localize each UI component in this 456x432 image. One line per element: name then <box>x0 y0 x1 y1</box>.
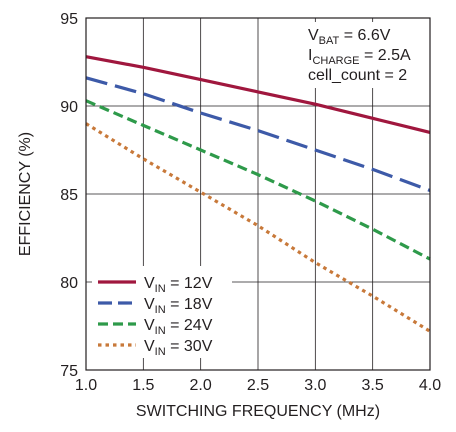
plot-frame <box>85 17 431 371</box>
annotation-background <box>304 22 428 88</box>
x-tick-label: 3.5 <box>362 377 384 394</box>
series-lines <box>85 55 431 333</box>
y-tick-label: 75 <box>60 363 78 380</box>
legend-label-4: VIN = 30V <box>144 338 213 358</box>
x-tick-label: 1.0 <box>75 377 97 394</box>
condition-line-3: cell_count = 2 <box>308 67 407 84</box>
y-tick-label: 90 <box>60 99 78 116</box>
legend-label-2: VIN = 18V <box>144 296 213 316</box>
condition-line-2: ICHARGE = 2.5A <box>308 47 411 67</box>
tick-labels: 1.0 1.5 2.0 2.5 3.0 3.5 4.0 75 80 85 90 95 <box>60 11 441 394</box>
legend-label-3: VIN = 24V <box>144 317 213 337</box>
y-axis-title: EFFICIENCY (%) <box>17 132 34 256</box>
condition-line-1: VBAT = 6.6V <box>308 27 391 47</box>
x-tick-label: 4.0 <box>419 377 441 394</box>
series-line-1 <box>85 55 431 134</box>
legend-label-1: VIN = 12V <box>144 275 213 295</box>
x-tick-label: 1.5 <box>132 377 154 394</box>
y-tick-label: 95 <box>60 11 78 28</box>
series-line-2 <box>85 76 431 193</box>
y-tick-label: 85 <box>60 187 78 204</box>
x-tick-label: 3.0 <box>304 377 326 394</box>
x-tick-label: 2.5 <box>247 377 269 394</box>
x-tick-label: 2.0 <box>190 377 212 394</box>
y-tick-label: 80 <box>60 275 78 292</box>
x-axis-title: SWITCHING FREQUENCY (MHz) <box>136 403 380 420</box>
series-line-3 <box>85 99 431 261</box>
